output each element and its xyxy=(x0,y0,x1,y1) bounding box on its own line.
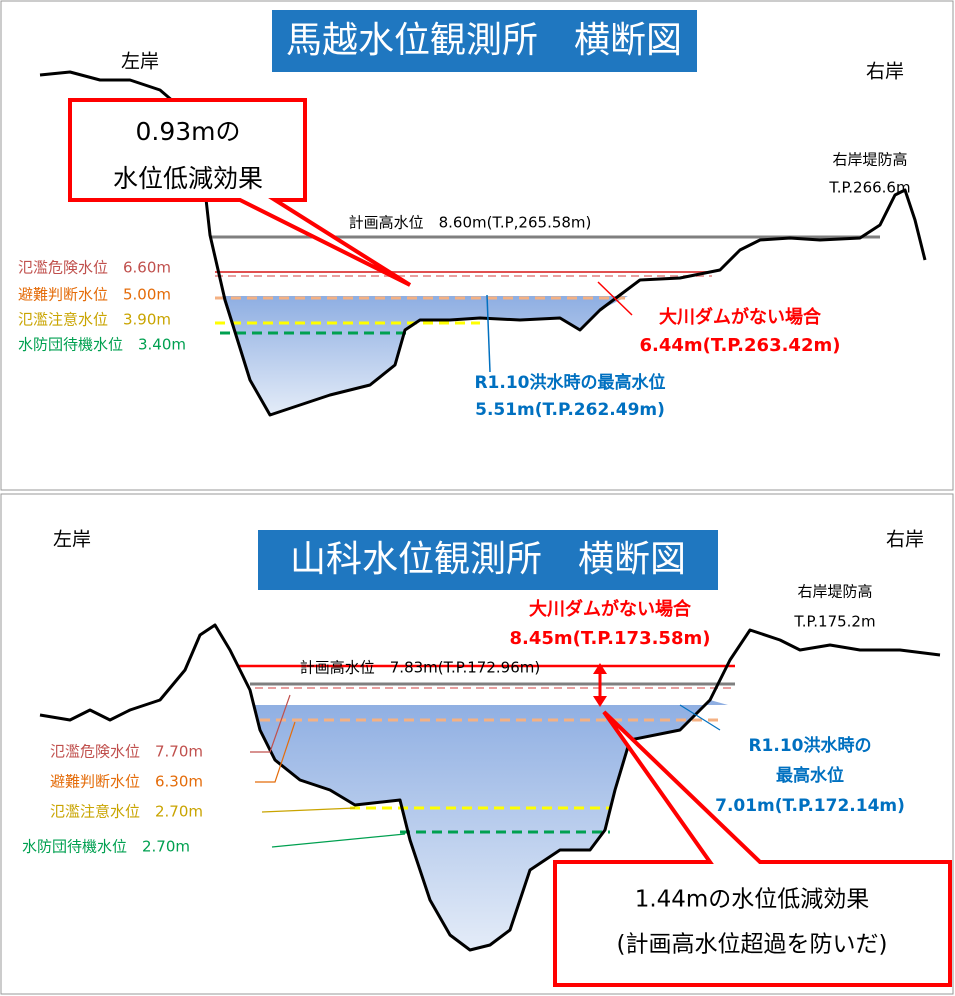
leader xyxy=(486,294,491,373)
water xyxy=(222,296,628,415)
leader xyxy=(261,807,356,813)
leader xyxy=(250,694,291,753)
no-dam: 大川ダムがない場合 xyxy=(529,598,692,620)
r1: 7.01m(T.P.172.14m) xyxy=(715,796,905,816)
left-bank: 左岸 xyxy=(121,51,159,73)
title-box xyxy=(258,530,718,590)
r1: 最高水位 xyxy=(776,765,844,786)
level-label: 避難判断水位 6.30m xyxy=(50,773,203,791)
title: 山科水位観測所 横断図 xyxy=(290,539,686,580)
right-bank: 右岸 xyxy=(866,61,904,83)
water xyxy=(255,700,728,950)
leader xyxy=(271,833,406,848)
leader xyxy=(597,281,633,316)
panel-frame xyxy=(0,0,954,491)
right-bank: 右岸 xyxy=(886,529,924,551)
arrow-head xyxy=(593,696,607,707)
title: 馬越水位観測所 横断図 xyxy=(286,20,682,61)
terrain xyxy=(39,623,941,952)
callout xyxy=(68,98,412,287)
no-dam: 8.45m(T.P.173.58m) xyxy=(510,628,711,649)
arrow-head xyxy=(593,663,607,674)
plan-label: 計画高水位 8.60m(T.P,265.58m) xyxy=(349,214,592,232)
level-label: 氾濫危険水位 6.60m xyxy=(18,259,171,277)
levee: T.P.175.2m xyxy=(793,613,875,631)
leader xyxy=(255,721,296,783)
callout-text: 1.44mの水位低減効果 xyxy=(635,887,870,913)
callout-text: (計画高水位超過を防いだ) xyxy=(617,932,888,958)
callout-text: 0.93mの xyxy=(135,117,240,146)
no-dam: 6.44m(T.P.263.42m) xyxy=(640,335,841,356)
level-label: 水防団待機水位 3.40m xyxy=(18,336,186,354)
r1: R1.10洪水時の最高水位 xyxy=(474,372,665,393)
levee: 右岸堤防高 xyxy=(797,583,872,601)
levee: T.P.266.6m xyxy=(828,179,910,197)
leader xyxy=(679,704,721,731)
level-label: 水防団待機水位 2.70m xyxy=(22,838,190,856)
levee: 右岸堤防高 xyxy=(832,151,907,169)
plan-label: 計画高水位 7.83m(T.P.172.96m) xyxy=(300,659,540,677)
level-label: 氾濫注意水位 2.70m xyxy=(50,803,203,821)
no-dam: 大川ダムがない場合 xyxy=(659,306,822,328)
level-label: 氾濫危険水位 7.70m xyxy=(50,743,203,761)
r1: R1.10洪水時の xyxy=(748,735,871,756)
callout-text: 水位低減効果 xyxy=(113,164,263,193)
title-box xyxy=(272,10,697,72)
level-label: 避難判断水位 5.00m xyxy=(18,286,171,304)
left-bank: 左岸 xyxy=(53,529,91,551)
r1: 5.51m(T.P.262.49m) xyxy=(475,400,665,420)
level-label: 氾濫注意水位 3.90m xyxy=(18,311,171,329)
callout xyxy=(553,710,952,987)
